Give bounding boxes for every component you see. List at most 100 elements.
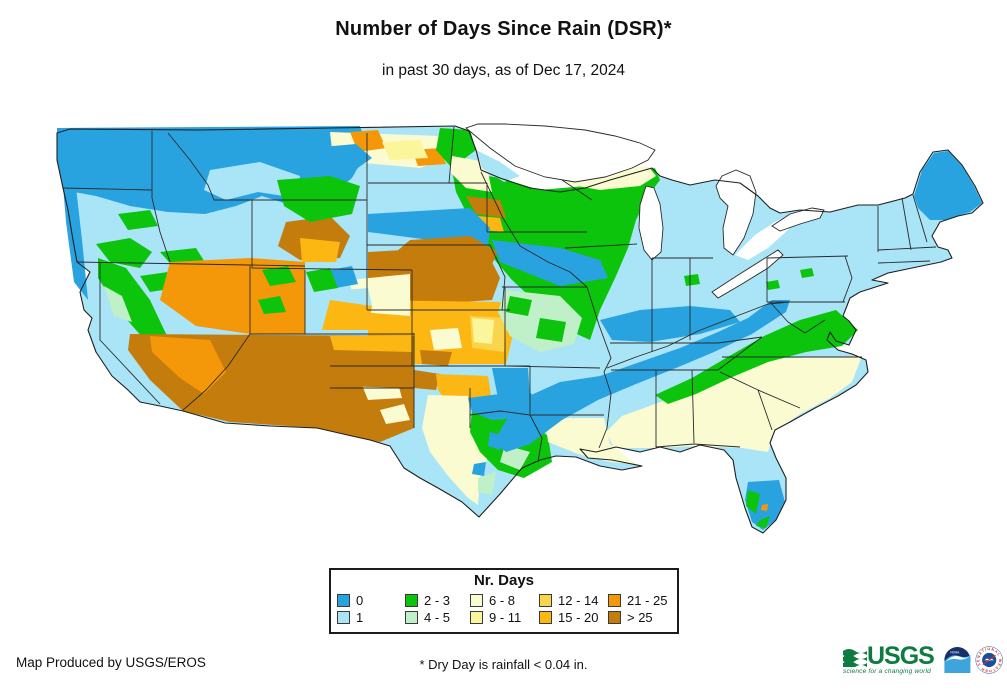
map-region-patch [344, 288, 372, 306]
map-region-patch [914, 151, 982, 220]
map-region-patch [478, 472, 496, 495]
map-region-patch [96, 238, 152, 268]
map-region-patch [330, 336, 412, 352]
agency-logos: USGS science for a changing world NOAA N… [843, 638, 1003, 682]
map-region-patch [306, 268, 338, 292]
map-region-patch [600, 306, 740, 342]
map-region-patch [262, 266, 296, 286]
legend-label: 0 [356, 593, 364, 608]
legend-label: 4 - 5 [424, 610, 451, 625]
usgs-wave-icon [843, 649, 867, 667]
map-region-patch [506, 296, 532, 316]
map-region-patch [368, 185, 428, 214]
usgs-wordmark: USGS [867, 642, 935, 670]
noaa-text: NOAA [950, 651, 960, 655]
map-region-patch [300, 238, 340, 262]
legend-box: Nr. Days 0 1 2 - 3 4 - 5 6 - 8 9 - 11 12… [329, 568, 679, 634]
legend-label: > 25 [627, 610, 653, 625]
map-region-patch [733, 456, 779, 482]
legend-label: 12 - 14 [558, 593, 599, 608]
state-borders [62, 126, 937, 463]
usgs-logo-row: USGS [843, 642, 935, 670]
usgs-logo: USGS science for a changing world [843, 642, 935, 675]
map-region-patch [746, 490, 760, 514]
map-region-patch [606, 356, 862, 452]
map-region-patch [330, 266, 358, 288]
legend-label: 21 - 25 [627, 593, 668, 608]
legend-swatch-21-25 [608, 594, 621, 607]
map-region-patch [350, 130, 386, 152]
map-region-patch [368, 208, 490, 246]
legend-swatch-2-3 [405, 594, 418, 607]
map-region-patch [476, 150, 520, 182]
map-region-patch [466, 196, 506, 218]
map-region-patch [322, 300, 372, 330]
legend-item: > 25 [608, 609, 677, 626]
legend-swatch-0 [337, 594, 350, 607]
legend-swatch-gt25 [608, 611, 621, 624]
map-region-patch [761, 504, 768, 511]
producer-credit: Map Produced by USGS/EROS [16, 655, 206, 670]
map-region-patch [472, 462, 486, 476]
legend-item: 12 - 14 [539, 592, 608, 609]
legend-label: 2 - 3 [424, 593, 451, 608]
legend-label: 6 - 8 [489, 593, 516, 608]
map-region-patch [382, 140, 428, 160]
legend-item: 9 - 11 [470, 609, 539, 626]
lake-ontario [771, 207, 825, 232]
map-region-patch [766, 280, 780, 290]
legend-item: 15 - 20 [539, 609, 608, 626]
legend-item: 1 [337, 609, 405, 626]
map-region-patch [118, 210, 158, 230]
map-region-patch [492, 368, 530, 398]
legend-item: 6 - 8 [470, 592, 539, 609]
map-region-patch [380, 404, 410, 424]
lake-erie [711, 249, 784, 299]
dry-day-note: * Dry Day is rainfall < 0.04 in. [419, 657, 588, 672]
map-region-patch [436, 128, 476, 168]
map-region-patch [800, 268, 814, 278]
legend-item: 21 - 25 [608, 592, 677, 609]
map-region-patch [756, 516, 770, 528]
dsr-color-regions [57, 126, 982, 530]
map-region-patch [545, 418, 636, 464]
map-region-patch [204, 162, 300, 200]
legend-swatch-9-11 [470, 611, 483, 624]
map-region-patch [332, 368, 440, 390]
lake-superior [465, 123, 656, 183]
lake-michigan [638, 185, 664, 261]
page-subtitle: in past 30 days, as of Dec 17, 2024 [382, 62, 625, 79]
usgs-tagline: science for a changing world [843, 668, 931, 675]
legend-swatch-1 [337, 611, 350, 624]
map-region-patch [472, 318, 494, 344]
map-region-patch [420, 350, 452, 366]
lake-huron [715, 169, 757, 256]
nws-logo: NATIONAL WEATHER SERVICE [975, 646, 1003, 674]
map-region-patch [422, 395, 490, 505]
legend-item: 0 [337, 592, 405, 609]
map-region-patch [258, 296, 286, 314]
legend-label: 1 [356, 610, 364, 625]
legend-swatch-15-20 [539, 611, 552, 624]
map-region-patch [104, 286, 132, 322]
map-region-patch [98, 258, 168, 346]
noaa-logo: NOAA [944, 647, 971, 673]
map-region-patch [310, 144, 372, 172]
great-lakes [465, 123, 825, 299]
page-title: Number of Days Since Rain (DSR)* [335, 18, 672, 40]
map-region-patch [536, 318, 566, 342]
legend-grid: 0 1 2 - 3 4 - 5 6 - 8 9 - 11 12 - 14 15 … [331, 589, 677, 626]
legend-swatch-4-5 [405, 611, 418, 624]
map-region-patch [150, 336, 226, 394]
legend-title: Nr. Days [473, 572, 535, 589]
legend-label: 15 - 20 [558, 610, 599, 625]
map-region-patch [494, 300, 790, 452]
legend-item: 4 - 5 [405, 609, 470, 626]
map-region-patch [560, 166, 656, 190]
legend-item: 2 - 3 [405, 592, 470, 609]
legend-swatch-12-14 [539, 594, 552, 607]
legend-label: 9 - 11 [489, 610, 522, 625]
map-region-patch [684, 274, 700, 286]
